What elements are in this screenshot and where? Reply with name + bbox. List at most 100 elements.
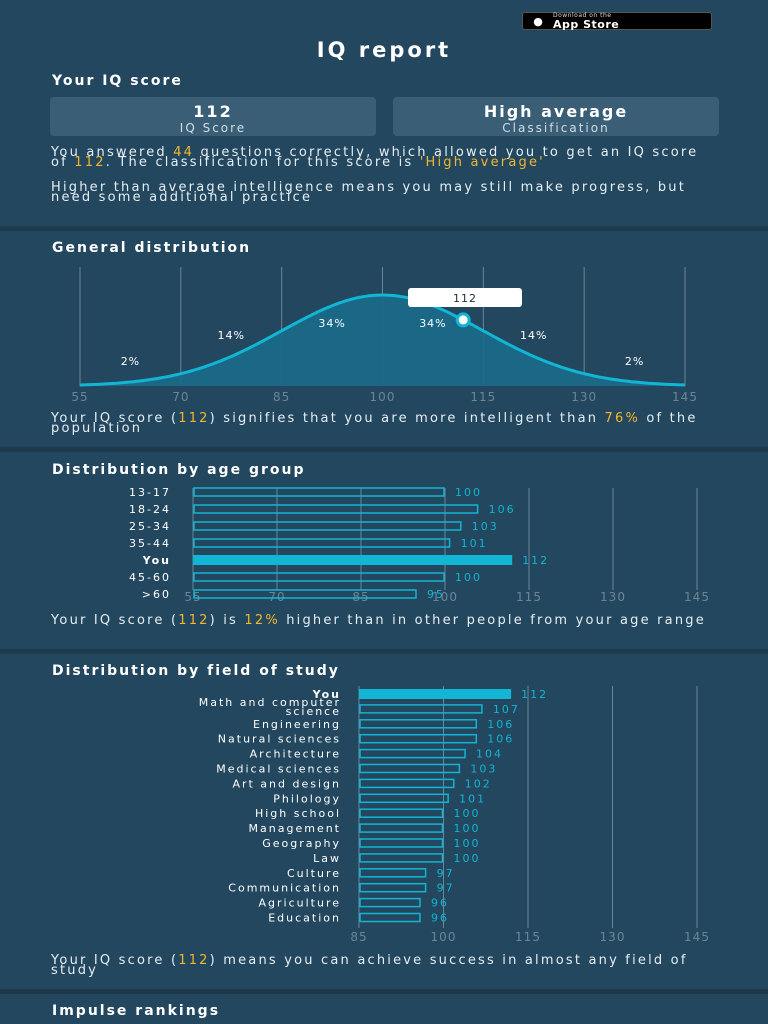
x-tick-label: 115 <box>516 590 542 604</box>
app-store-badge[interactable]: ● Download on the App Store <box>522 12 712 30</box>
bar <box>359 868 427 878</box>
section-divider <box>0 989 768 994</box>
bar-highlight <box>193 555 513 565</box>
value-label: 97 <box>437 867 455 880</box>
value-label: 101 <box>459 792 486 805</box>
x-tick-label: 100 <box>431 930 457 944</box>
store-badge-small-text: Download on the <box>553 11 612 19</box>
general-distribution-chart: 2% 14% 34% 34% 14% 2% 55 70 85 100 115 130 145 112 <box>71 267 698 404</box>
general-title: General distribution <box>52 240 252 256</box>
bar <box>359 719 478 729</box>
general-text: Your IQ score (112) signifies that you a… <box>51 411 698 436</box>
value-label: 100 <box>454 837 481 850</box>
value-label: 112 <box>521 688 548 701</box>
category-label: You <box>142 554 171 567</box>
band-label: 14% <box>218 329 245 342</box>
score-description: You answered 44 questions correctly, whi… <box>51 145 699 170</box>
band-label: 34% <box>318 317 345 330</box>
value-label: 104 <box>476 748 503 761</box>
age-text: Your IQ score (112) is 12% higher than i… <box>51 613 706 628</box>
band-label: 2% <box>121 355 140 368</box>
bar <box>359 897 421 908</box>
category-label: 25-34 <box>129 520 171 533</box>
bar <box>359 778 455 789</box>
category-label: Medical sciences <box>216 763 341 776</box>
x-tick-label: 100 <box>370 390 396 404</box>
distribution-curve <box>79 293 686 387</box>
category-label: Philology <box>273 792 341 805</box>
classification-card: High average Classification <box>393 97 719 136</box>
page-title: IQ report <box>316 38 452 62</box>
category-label: Culture <box>287 867 341 880</box>
bar <box>359 838 444 848</box>
value-label: 95 <box>427 588 445 601</box>
x-tick-label: 115 <box>515 930 541 944</box>
x-tick-label: 145 <box>684 590 710 604</box>
category-label: Communication <box>228 882 341 895</box>
band-label: 2% <box>625 355 644 368</box>
bar <box>359 793 449 804</box>
x-tick-label: 85 <box>352 590 369 604</box>
bar <box>193 487 445 497</box>
value-label: 100 <box>455 486 482 499</box>
value-label: 97 <box>437 882 455 895</box>
category-label: Education <box>268 912 341 925</box>
score-marker-label: 112 <box>453 292 477 305</box>
section-divider <box>0 447 768 452</box>
field-title: Distribution by field of study <box>52 663 340 679</box>
score-marker-dot <box>455 312 471 328</box>
category-label: Geography <box>262 837 341 850</box>
x-tick-label: 130 <box>600 590 626 604</box>
category-label: Math and computer <box>199 696 341 709</box>
category-label: 35-44 <box>129 537 171 550</box>
category-label: Agriculture <box>259 897 342 910</box>
x-tick-label: 55 <box>71 390 88 404</box>
category-label: Engineering <box>253 718 341 731</box>
bar <box>359 733 478 744</box>
value-label: 106 <box>489 503 516 516</box>
bar <box>359 748 466 759</box>
category-label: You <box>312 688 341 701</box>
value-label: 102 <box>465 777 492 790</box>
bar <box>359 704 483 714</box>
bar <box>193 504 479 514</box>
category-label: Management <box>249 822 341 835</box>
score-value: 112 <box>193 102 233 121</box>
classification-value: High average <box>483 102 629 121</box>
category-label: 18-24 <box>129 503 171 516</box>
bar <box>359 853 444 863</box>
bar <box>193 538 451 548</box>
x-tick-label: 115 <box>470 390 496 404</box>
x-tick-label: 100 <box>432 590 458 604</box>
value-label: 112 <box>522 554 549 567</box>
x-tick-label: 85 <box>273 390 290 404</box>
value-label: 100 <box>454 807 481 820</box>
field-distribution-chart: 85 100 115 130 145 You 112 Math and computersci… <box>199 686 709 944</box>
value-label: 106 <box>487 718 514 731</box>
category-label: Architecture <box>250 748 341 761</box>
value-label: 103 <box>470 763 497 776</box>
bar-highlight <box>359 689 512 699</box>
score-marker-callout <box>408 288 522 307</box>
impulse-title: Impulse rankings <box>52 1003 221 1019</box>
category-label: >60 <box>142 588 171 601</box>
distribution-area <box>80 295 685 386</box>
category-label: 45-60 <box>129 571 171 584</box>
bar <box>359 912 421 923</box>
x-tick-label: 55 <box>184 590 201 604</box>
score-card: 112 IQ Score <box>50 97 376 136</box>
category-label: science <box>286 705 341 718</box>
value-label: 106 <box>487 733 514 746</box>
band-label: 34% <box>419 317 446 330</box>
bar <box>193 572 445 582</box>
section-divider <box>0 226 768 231</box>
x-tick-label: 145 <box>672 390 698 404</box>
x-tick-label: 130 <box>571 390 597 404</box>
age-title: Distribution by age group <box>52 462 306 478</box>
age-distribution-chart: 55 70 85 100 115 130 145 13-17 100 18-24 106 25-34 1… <box>129 486 710 604</box>
x-tick-label: 70 <box>268 590 285 604</box>
value-label: 107 <box>493 703 520 716</box>
value-label: 101 <box>461 537 488 550</box>
category-label: High school <box>255 807 341 820</box>
classification-label: Classification <box>502 121 610 135</box>
